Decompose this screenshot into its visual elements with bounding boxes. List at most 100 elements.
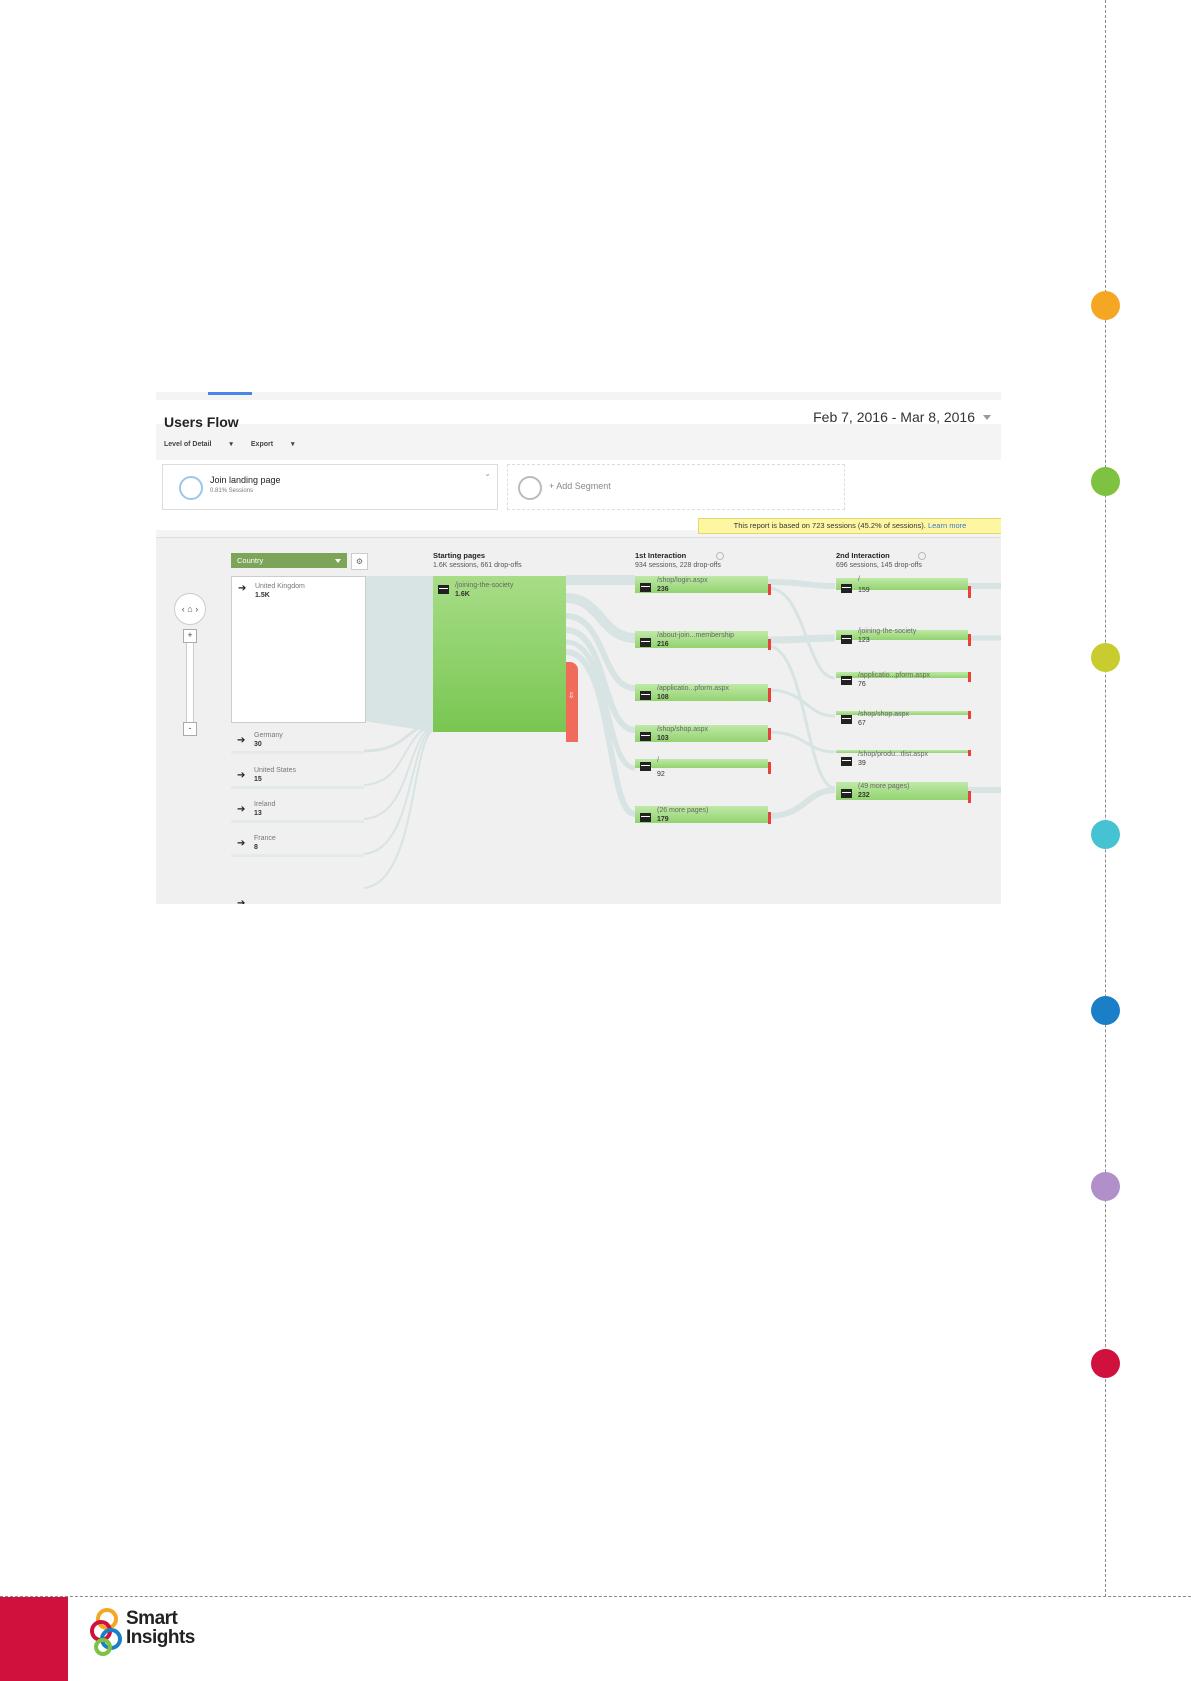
date-range-picker[interactable]: Feb 7, 2016 - Mar 8, 2016: [813, 409, 975, 425]
page-name: /joining-the-society: [858, 628, 917, 635]
first-interaction-node[interactable]: /shop/login.aspx 236: [635, 576, 768, 593]
second-interaction-node[interactable]: /joining-the-society 123: [836, 628, 968, 644]
brand-name: Smart Insights: [126, 1609, 195, 1647]
zoom-in-button[interactable]: +: [183, 629, 197, 643]
starting-page-node[interactable]: /joining-the-society 1.6K: [433, 576, 566, 732]
page-icon: [438, 585, 449, 594]
segment-sub: 0.81% Sessions: [210, 488, 254, 494]
zoom-slider[interactable]: [186, 634, 194, 732]
add-segment-button[interactable]: + Add Segment: [507, 464, 845, 510]
segment-join-landing-page[interactable]: Join landing page 0.81% Sessions ⌄: [162, 464, 498, 510]
dropoff-marker: [768, 812, 771, 824]
second-interaction-node[interactable]: /applicatio...pform.aspx 76: [836, 672, 968, 688]
page-name: /applicatio...pform.aspx: [858, 672, 930, 679]
page-icon: [841, 757, 852, 766]
country-value: 1.5K: [255, 592, 270, 599]
page-title: Users Flow: [164, 414, 239, 430]
country-node-ireland[interactable]: ➔ Ireland 13: [231, 800, 364, 823]
page-icon: [841, 676, 852, 685]
active-tab-indicator: [208, 392, 252, 395]
page-name: (26 more pages): [657, 807, 709, 814]
page-name: /shop/produ...tlist.aspx: [858, 751, 929, 758]
export-label: Export: [250, 441, 274, 448]
gear-icon[interactable]: ⚙: [351, 553, 368, 570]
column-header-2nd-interaction: 2nd Interaction 696 sessions, 145 drop-o…: [836, 551, 922, 569]
page-icon: [640, 638, 651, 647]
learn-more-link[interactable]: Learn more: [927, 521, 967, 530]
page-value: 123: [858, 637, 870, 644]
second-interaction-node[interactable]: /shop/shop.aspx 67: [836, 711, 968, 727]
country-value: 8: [254, 844, 258, 851]
page-value: 179: [657, 816, 669, 823]
page-value: 108: [657, 694, 669, 701]
zoom-out-button[interactable]: -: [183, 722, 197, 736]
dropoff-marker: [968, 750, 971, 756]
page-icon: [841, 789, 852, 798]
page-value: 92: [657, 771, 665, 778]
export-menu[interactable]: Export ▾: [250, 441, 295, 448]
dropoff-bar[interactable]: [566, 662, 578, 742]
page-value: 1.6K: [455, 591, 470, 598]
pan-control[interactable]: ‹ ⌂ ›: [174, 593, 206, 625]
page-name: /shop/shop.aspx: [858, 711, 909, 718]
second-interaction-node[interactable]: /shop/produ...tlist.aspx 39: [836, 750, 968, 767]
entrance-arrow-icon: ➔: [238, 583, 247, 594]
sampling-notice-text: This report is based on 723 sessions (45…: [733, 521, 926, 530]
second-interaction-node[interactable]: (49 more pages) 232: [836, 782, 968, 800]
chevron-down-icon[interactable]: ⌄: [484, 469, 491, 478]
timeline-dot-green: [1091, 467, 1120, 496]
column-header-starting-pages: Starting pages 1.6K sessions, 661 drop-o…: [433, 551, 522, 569]
add-segment-label: + Add Segment: [549, 481, 611, 491]
column-sub: 934 sessions, 228 drop-offs: [635, 562, 721, 569]
column-title: Starting pages: [433, 551, 486, 560]
country-node-france[interactable]: ➔ France 8: [231, 834, 364, 857]
page-icon: [640, 732, 651, 741]
country-node-united-kingdom[interactable]: ➔ United Kingdom 1.5K: [231, 576, 366, 723]
dimension-select[interactable]: Country: [231, 553, 347, 568]
page-icon: [640, 813, 651, 822]
level-of-detail-menu[interactable]: Level of Detail ▾: [164, 441, 233, 448]
segment-ring-icon: [179, 476, 203, 500]
add-segment-ring-icon: [518, 476, 542, 500]
info-icon[interactable]: [716, 552, 724, 560]
timeline-dot-purple: [1091, 1172, 1120, 1201]
page-icon: [640, 583, 651, 592]
first-interaction-node[interactable]: /applicatio...pform.aspx 108: [635, 684, 768, 701]
page-value: 39: [858, 760, 866, 767]
page-icon: [640, 762, 651, 771]
entrance-arrow-icon: ➔: [237, 770, 246, 781]
dropoff-marker: [768, 639, 771, 650]
page-name: /about-join...membership: [657, 632, 735, 639]
country-name: United Kingdom: [255, 583, 305, 590]
page-value: 232: [858, 792, 870, 799]
second-interaction-node[interactable]: / 159: [836, 576, 968, 594]
smart-insights-logo: [90, 1608, 122, 1656]
info-icon[interactable]: [918, 552, 926, 560]
chevron-down-icon[interactable]: [983, 415, 991, 420]
page-name: /shop/shop.aspx: [657, 726, 708, 733]
first-interaction-node[interactable]: / 92: [635, 757, 768, 778]
page-value: 103: [657, 735, 669, 742]
page-name: (49 more pages): [858, 783, 910, 790]
page-value: 76: [858, 681, 866, 688]
first-interaction-node[interactable]: /shop/shop.aspx 103: [635, 725, 768, 742]
entrance-arrow-icon: ➔: [237, 838, 246, 849]
flow-visualization: ‹ ⌂ › + - Country ⚙ Starting pages 1.6K …: [156, 537, 1001, 904]
level-of-detail-label: Level of Detail: [164, 441, 212, 448]
column-title: 1st Interaction: [635, 551, 687, 560]
page-value: 67: [858, 720, 866, 727]
country-value: 30: [254, 741, 262, 748]
country-node-germany[interactable]: ➔ Germany 30: [231, 731, 364, 754]
page-name: /shop/login.aspx: [657, 577, 708, 584]
first-interaction-node[interactable]: /about-join...membership 216: [635, 631, 768, 648]
page-value: 236: [657, 586, 669, 593]
dropoff-marker: [768, 762, 771, 774]
first-interaction-node[interactable]: (26 more pages) 179: [635, 806, 768, 823]
column-title: 2nd Interaction: [836, 551, 890, 560]
country-node-united-states[interactable]: ➔ United States 15: [231, 766, 364, 789]
page-value: 216: [657, 641, 669, 648]
page-icon: [640, 691, 651, 700]
page-name: /applicatio...pform.aspx: [657, 685, 729, 692]
timeline-dot-yellow: [1091, 643, 1120, 672]
country-name: United States: [254, 767, 297, 774]
